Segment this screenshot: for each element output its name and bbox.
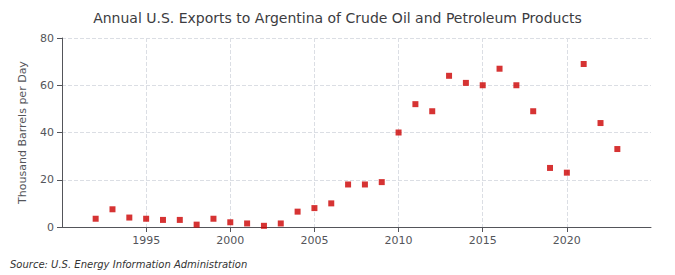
svg-text:40: 40 [40, 126, 54, 139]
svg-text:20: 20 [40, 173, 54, 186]
svg-text:1995: 1995 [132, 234, 160, 247]
svg-text:Annual U.S. Exports to Argenti: Annual U.S. Exports to Argentina of Crud… [93, 10, 582, 26]
svg-text:60: 60 [40, 79, 54, 92]
svg-text:2020: 2020 [553, 234, 581, 247]
svg-text:0: 0 [47, 221, 54, 234]
svg-text:2005: 2005 [300, 234, 328, 247]
svg-text:80: 80 [40, 32, 54, 45]
svg-text:2010: 2010 [385, 234, 413, 247]
svg-text:2000: 2000 [216, 234, 244, 247]
svg-text:Thousand Barrels per Day: Thousand Barrels per Day [16, 61, 29, 205]
svg-text:Source: U.S. Energy Informatio: Source: U.S. Energy Information Administ… [10, 259, 247, 270]
svg-text:2015: 2015 [469, 234, 497, 247]
